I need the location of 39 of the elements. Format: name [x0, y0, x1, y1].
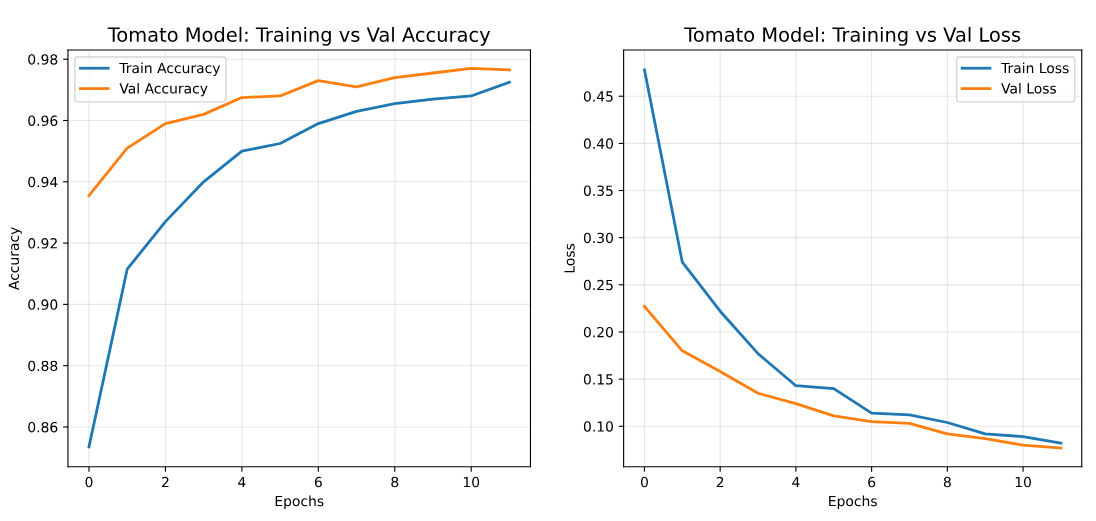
x-tick-label: 2 — [716, 476, 724, 488]
chart-title: Tomato Model: Training vs Val Accuracy — [107, 26, 491, 46]
y-tick-label: 0.96 — [28, 115, 58, 126]
x-tick-label: 6 — [868, 476, 876, 488]
legend-label: Val Accuracy — [119, 82, 208, 97]
y-tick-label: 0.45 — [583, 91, 613, 102]
y-tick-label: 0.94 — [28, 176, 58, 188]
x-tick-label: 2 — [162, 476, 169, 488]
x-tick-label: 10 — [463, 476, 480, 488]
line-series — [643, 305, 1063, 450]
y-tick-label: 0.10 — [583, 421, 613, 432]
x-tick-label: 4 — [238, 476, 246, 488]
y-tick-label: 0.25 — [583, 279, 613, 291]
x-tick-label: 8 — [943, 476, 951, 488]
y-tick-label: 0.92 — [28, 238, 57, 249]
y-tick-label: 0.98 — [28, 54, 58, 65]
legend-label: Train Loss — [1001, 62, 1069, 74]
line-series — [87, 80, 511, 449]
y-tick-label: 0.15 — [583, 374, 613, 385]
legend-label: Val Loss — [1001, 82, 1057, 94]
x-tick-label: 0 — [85, 476, 93, 488]
y-tick-label: 0.35 — [583, 185, 613, 196]
x-tick-label: 10 — [1015, 476, 1031, 488]
x-tick-label: 0 — [640, 476, 648, 488]
y-tick-label: 0.86 — [28, 421, 58, 433]
y-tick-label: 0.88 — [28, 360, 58, 372]
y-axis-title: Loss — [564, 243, 575, 273]
y-tick-label: 0.40 — [583, 138, 613, 149]
x-tick-label: 8 — [391, 476, 399, 488]
x-tick-label: 4 — [792, 476, 800, 488]
x-axis-title: Epochs — [275, 495, 324, 509]
y-tick-label: 0.90 — [28, 299, 58, 310]
y-tick-label: 0.20 — [583, 326, 613, 338]
y-axis-title: Accuracy — [8, 227, 22, 291]
y-tick-label: 0.30 — [583, 232, 613, 244]
x-axis-title: Epochs — [829, 495, 877, 509]
legend-label: Train Accuracy — [119, 62, 221, 76]
chart-title: Tomato Model: Training vs Val Loss — [684, 26, 1021, 46]
x-tick-label: 6 — [314, 476, 322, 488]
